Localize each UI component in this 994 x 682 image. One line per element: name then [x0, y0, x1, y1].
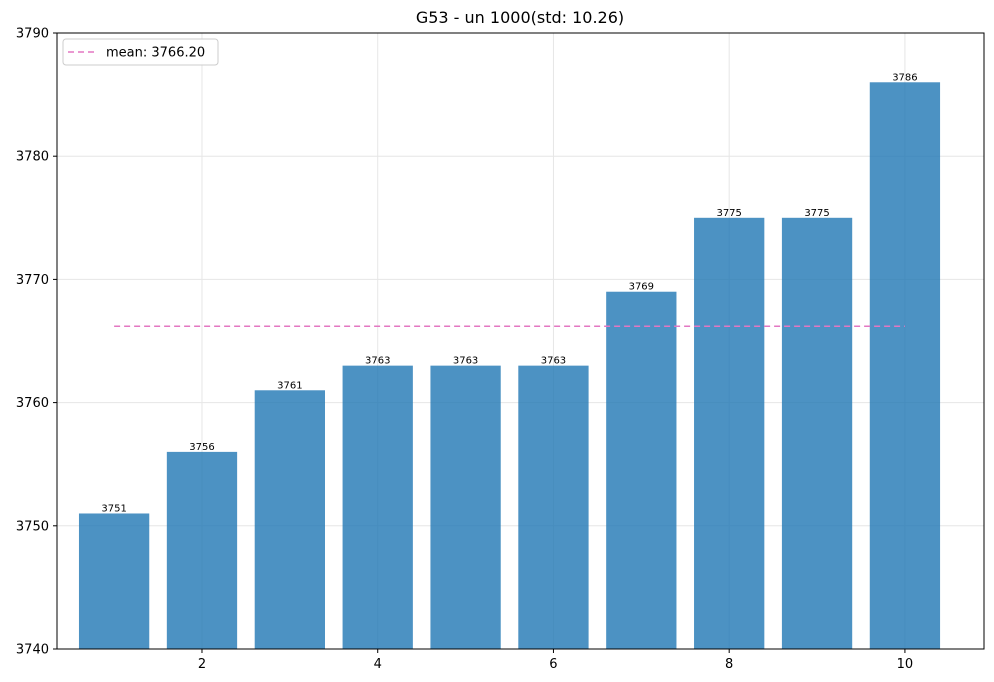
- x-tick-label: 6: [549, 657, 557, 672]
- bar-3: [254, 390, 325, 649]
- legend-mean-label: mean: 3766.20: [106, 46, 205, 61]
- bar-value-label-3: 3761: [277, 380, 302, 391]
- bar-value-label-10: 3786: [892, 72, 917, 83]
- bar-value-label-6: 3763: [541, 356, 566, 367]
- y-tick-label: 3750: [16, 519, 49, 534]
- chart-title: G53 - un 1000(std: 10.26): [416, 8, 624, 27]
- y-tick-label: 3760: [16, 396, 49, 411]
- bar-value-label-8: 3775: [716, 208, 741, 219]
- bar-value-label-9: 3775: [804, 208, 829, 219]
- bar-value-label-2: 3756: [189, 442, 214, 453]
- bar-4: [342, 365, 413, 649]
- bar-2: [166, 451, 238, 649]
- plot-frame: [56, 32, 985, 650]
- bar-5: [430, 365, 501, 649]
- y-tick-label: 3790: [16, 27, 49, 42]
- bar-1: [78, 513, 150, 649]
- y-tick-label: 3780: [16, 150, 49, 165]
- bar-value-label-4: 3763: [365, 356, 390, 367]
- y-tick-label: 3740: [16, 643, 49, 658]
- bars-layer: 3751 3756 3761 3763 3763 3763 3769 3775 3775 3786: [78, 72, 941, 650]
- bar-10: [869, 82, 941, 649]
- legend-box: [62, 38, 219, 66]
- x-tick-label: 4: [374, 657, 382, 672]
- legend: mean: 3766.20: [62, 38, 219, 66]
- bar-value-label-5: 3763: [453, 356, 478, 367]
- bar-8: [694, 217, 765, 650]
- bar-7: [606, 291, 677, 649]
- bar-value-label-7: 3769: [629, 282, 654, 293]
- x-tick-label: 10: [897, 657, 914, 672]
- x-tick-label: 2: [198, 657, 206, 672]
- bar-value-label-1: 3751: [101, 503, 126, 514]
- y-tick-label: 3770: [16, 273, 49, 288]
- bar-6: [518, 365, 589, 649]
- x-tick-label: 8: [725, 657, 733, 672]
- bar-9: [781, 217, 853, 650]
- ticks-layer: 2 4 6 8 10 3740 3750 3760 3770 3780 3790: [16, 27, 913, 673]
